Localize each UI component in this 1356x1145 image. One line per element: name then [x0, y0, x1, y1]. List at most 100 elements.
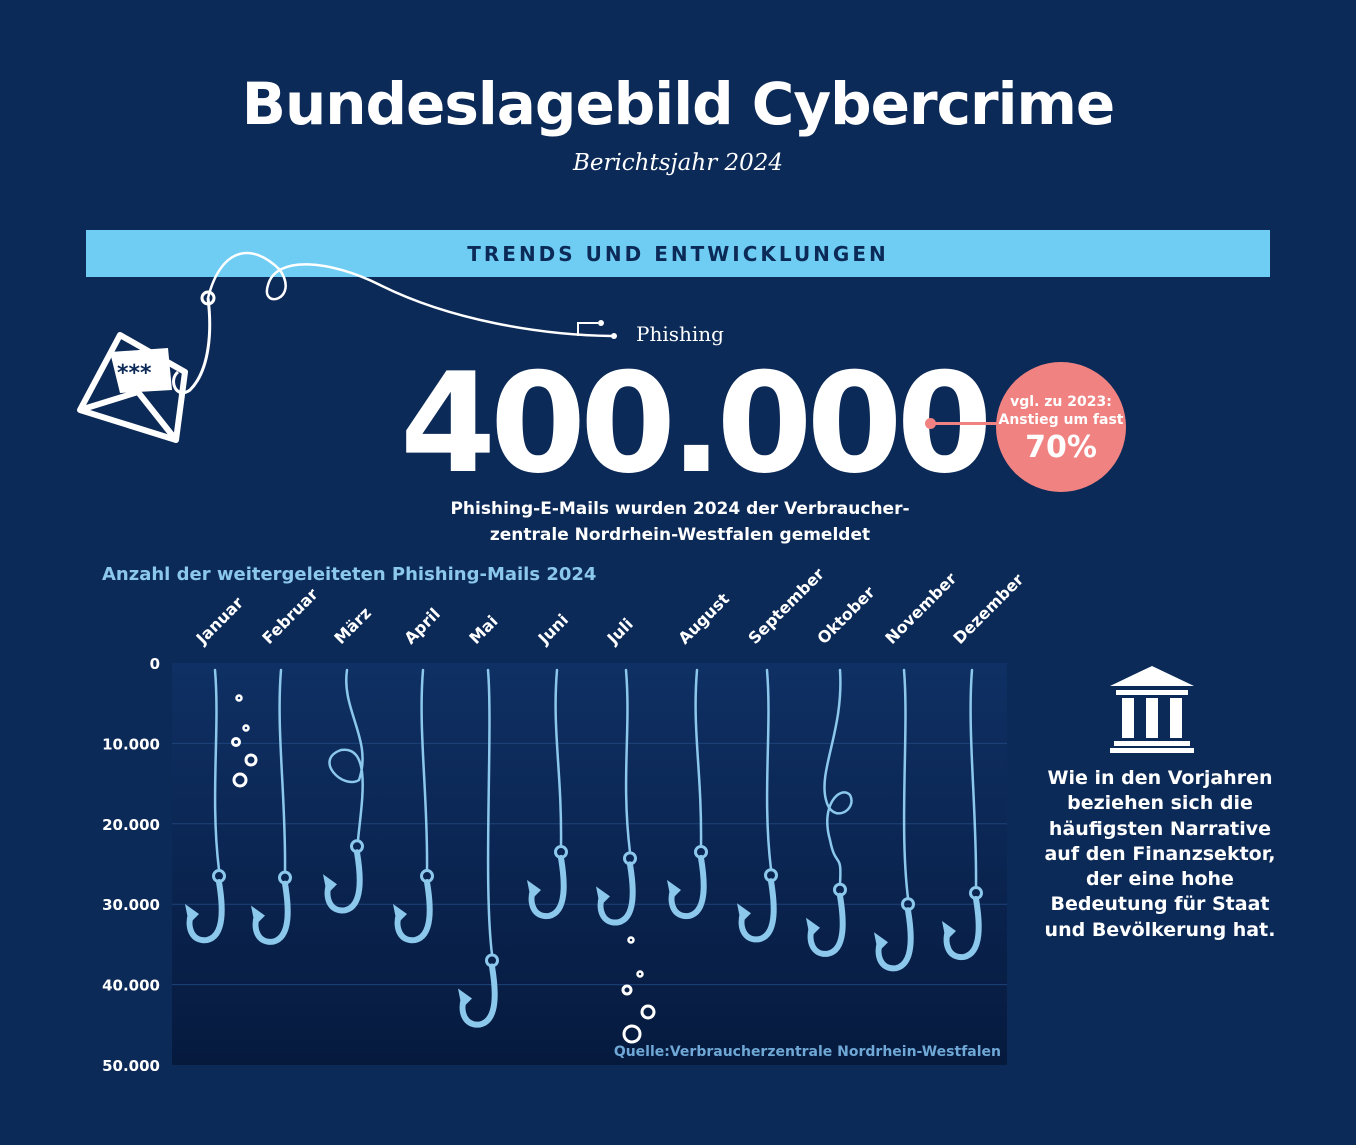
comparison-badge-line1: vgl. zu 2023:	[1010, 394, 1112, 410]
hook-line	[765, 668, 773, 871]
hook-barb	[458, 988, 472, 1009]
plot-area	[172, 663, 1007, 1065]
hook-barb	[942, 920, 956, 941]
hook-barb	[806, 917, 820, 938]
hook-mark	[874, 668, 915, 972]
hook-mark	[393, 668, 434, 944]
hook-mark	[806, 668, 853, 957]
envelope-password-icon: ***	[77, 332, 188, 443]
comparison-badge-value: 70%	[1025, 430, 1097, 465]
hook-mark	[185, 668, 226, 944]
grid-lines	[172, 742, 1007, 986]
month-label: Oktober	[813, 583, 878, 648]
phishing-label: Phishing	[636, 322, 724, 346]
bubble	[242, 724, 250, 732]
hook-barb	[393, 904, 407, 925]
phishing-description: Phishing-E-Mails wurden 2024 der Verbrau…	[420, 496, 940, 549]
hook-body	[394, 879, 433, 944]
y-tick-label: 40.000	[102, 977, 160, 995]
hook-line	[969, 668, 978, 889]
phishing-illustration: ***	[77, 251, 617, 443]
hook-barb	[874, 932, 888, 953]
month-label: Dezember	[949, 570, 1027, 648]
hook-series	[185, 668, 983, 1028]
month-label: Juli	[603, 614, 637, 648]
phishing-count: 400.000	[400, 343, 993, 504]
bubble	[235, 694, 243, 702]
y-axis: 0 10.000 20.000 30.000 40.000 50.000	[102, 655, 160, 1075]
hook-line	[902, 668, 910, 900]
bubble	[640, 1004, 656, 1020]
phishing-description-line1: Phishing-E-Mails wurden 2024 der Verbrau…	[450, 499, 910, 519]
month-label: Januar	[192, 593, 247, 648]
narrative-line: häufigsten Narrative	[1048, 817, 1272, 840]
hook-line	[420, 668, 429, 872]
bank-building-icon	[1110, 666, 1194, 753]
narrative-line: beziehen sich die	[1067, 792, 1253, 815]
month-label: Juni	[534, 610, 572, 648]
hook-mark	[458, 668, 499, 1028]
hook-mark	[251, 668, 292, 945]
hook-body	[252, 880, 291, 945]
bubbles	[231, 694, 656, 1044]
y-tick-label: 10.000	[102, 735, 160, 753]
hook-body	[186, 879, 225, 944]
hook-body	[807, 892, 846, 957]
hook-barb	[667, 879, 681, 900]
hook-line	[694, 668, 703, 848]
month-label: August	[674, 589, 733, 648]
page-title: Bundeslagebild Cybercrime	[241, 70, 1116, 138]
y-tick-label: 20.000	[102, 816, 160, 834]
narrative-text: Wie in den Vorjahren beziehen sich die h…	[1040, 766, 1280, 943]
month-label: Mai	[465, 612, 501, 648]
hook-body	[738, 878, 777, 943]
badge-connector-dot	[925, 418, 936, 429]
hook-body	[668, 854, 707, 919]
x-axis: Januar Februar März April Mai Juni Juli August S…	[192, 564, 1028, 648]
hook-barb	[527, 879, 541, 900]
hook-mark	[323, 668, 364, 914]
page-subtitle: Berichtsjahr 2024	[572, 150, 784, 176]
phishing-description-line2: zentrale Nordrhein-Westfalen gemeldet	[489, 525, 871, 546]
hook-line	[278, 668, 287, 873]
hook-barb	[323, 874, 337, 895]
hook-barb	[251, 905, 265, 926]
narrative-line: und Bevölkerung hat.	[1044, 918, 1276, 941]
bubble	[622, 1024, 642, 1044]
hook-mark	[737, 668, 778, 943]
y-tick-label: 0	[150, 655, 160, 673]
hook-body	[943, 895, 982, 960]
hook-barb	[185, 904, 199, 925]
chart-source: Quelle:Verbraucherzentrale Nordrhein-Wes…	[614, 1044, 1001, 1060]
month-label: März	[330, 603, 374, 647]
hook-line	[328, 668, 364, 842]
comparison-badge-line2: Anstieg um fast	[998, 412, 1124, 428]
bubble	[244, 753, 258, 767]
bubble	[231, 737, 241, 747]
badge-connector	[930, 422, 998, 425]
hook-line	[486, 668, 494, 956]
narrative-line: Wie in den Vorjahren	[1047, 767, 1273, 789]
hook-mark	[596, 668, 637, 926]
hook-body	[324, 849, 363, 914]
narrative-line: auf den Finanzsektor,	[1044, 842, 1276, 865]
comparison-badge: vgl. zu 2023: Anstieg um fast 70%	[996, 362, 1126, 492]
hook-body	[459, 963, 498, 1028]
y-tick-label: 30.000	[102, 896, 160, 914]
y-tick-label: 50.000	[102, 1057, 160, 1075]
hook-barb	[737, 903, 751, 924]
narrative-line: Bedeutung für Staat	[1050, 893, 1270, 916]
hook-body	[528, 854, 567, 919]
hook-mark	[942, 668, 983, 960]
hook-line	[213, 668, 221, 872]
bubble	[627, 936, 635, 944]
phishing-hook-chart: 0 10.000 20.000 30.000 40.000 50.000 Januar Fe…	[102, 564, 1028, 1075]
hook-line	[554, 668, 563, 848]
hook-body	[597, 861, 636, 926]
hook-mark	[667, 668, 708, 919]
hook-body	[875, 907, 914, 972]
section-banner-label: TRENDS UND ENTWICKLUNGEN	[467, 241, 889, 266]
month-label: Februar	[258, 584, 321, 647]
bubble	[621, 984, 633, 996]
bubble	[232, 772, 248, 788]
